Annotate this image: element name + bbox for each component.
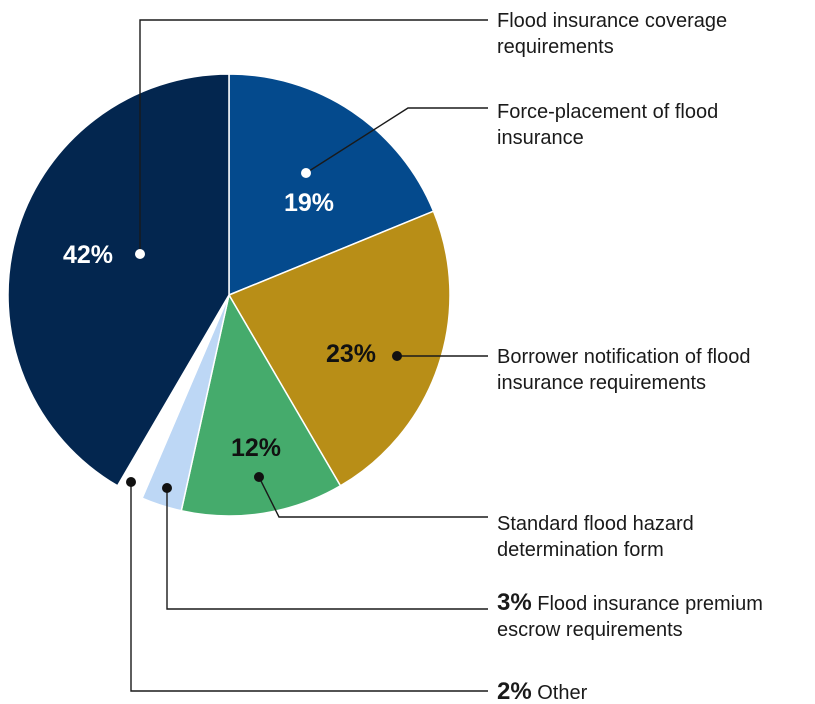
slice-category-label-3: 3% Flood insurance premium escrow require… xyxy=(497,589,763,641)
slice-category-label-0: Force-placement of flood insurance xyxy=(497,101,718,149)
leader-dot-1 xyxy=(392,351,402,361)
slice-value-label-5: 42% xyxy=(63,241,113,269)
slice-category-label-2: Standard flood hazard determination form xyxy=(497,513,694,561)
pie-slice-2 xyxy=(180,292,342,517)
leader-line-5 xyxy=(139,19,488,254)
leader-line-3 xyxy=(166,488,488,610)
pie-slice-0 xyxy=(228,73,435,297)
leader-dot-2 xyxy=(254,472,264,482)
leader-line-4 xyxy=(130,482,488,692)
slice-value-label-0: 19% xyxy=(284,189,334,217)
slice-value-label-2: 12% xyxy=(231,434,281,462)
slice-category-label-4: 2% Other xyxy=(497,678,588,704)
leader-dot-3 xyxy=(162,483,172,493)
slice-category-label-1: Borrower notification of flood insurance … xyxy=(497,346,750,394)
pie-slice-1 xyxy=(227,210,451,487)
leader-dot-0 xyxy=(301,168,311,178)
leader-dot-5 xyxy=(135,249,145,259)
leader-line-2 xyxy=(258,476,488,518)
pie-slice-5 xyxy=(7,73,230,487)
slice-category-label-5: Flood insurance coverage requirements xyxy=(497,10,727,58)
slice-labels: 19% Force-placement of flood insurance 23% B… xyxy=(63,10,763,704)
leader-dot-4 xyxy=(126,477,136,487)
pie-slices xyxy=(7,73,451,517)
leader-line-0 xyxy=(305,107,488,174)
slice-value-label-1: 23% xyxy=(326,340,376,368)
leader-lines xyxy=(126,19,488,692)
